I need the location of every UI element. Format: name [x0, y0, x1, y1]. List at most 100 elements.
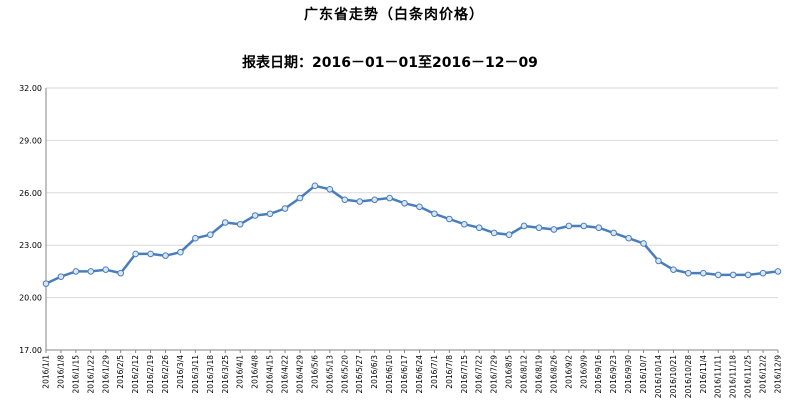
- data-point: [281, 205, 289, 212]
- chart-title: 广东省走势（白条肉价格）: [304, 6, 484, 23]
- data-point: [371, 196, 378, 204]
- data-point: [759, 269, 767, 277]
- data-point: [266, 210, 274, 218]
- data-point: [57, 273, 65, 280]
- x-tick-label: 2016/6/10: [385, 355, 394, 394]
- x-tick-label: 2016/10/7: [639, 355, 648, 394]
- data-point: [326, 186, 334, 193]
- x-tick-label: 2016/4/15: [266, 355, 275, 394]
- x-tick-label: 2016/8/19: [534, 355, 543, 394]
- x-tick-label: 2016/7/8: [445, 355, 454, 389]
- x-tick-label: 2016/10/28: [684, 355, 693, 398]
- x-tick-label: 2016/2/26: [161, 355, 170, 394]
- x-tick-label: 2016/9/23: [609, 355, 618, 394]
- data-point: [147, 250, 154, 258]
- data-point: [117, 269, 124, 277]
- data-point: [490, 229, 498, 237]
- data-point: [640, 240, 647, 247]
- axes: [45, 88, 779, 353]
- data-point: [356, 198, 364, 205]
- data-point: [625, 234, 632, 242]
- x-tick-label: 2016/7/15: [460, 355, 469, 394]
- data-point: [505, 231, 513, 239]
- x-tick-label: 2016/8/26: [549, 355, 558, 394]
- x-tick-label: 2016/1/1: [42, 355, 51, 389]
- x-tick-label: 2016/9/2: [564, 355, 573, 389]
- x-tick-label: 2016/11/4: [699, 355, 708, 394]
- data-point: [386, 194, 393, 202]
- y-tick-label: 32.00: [19, 84, 42, 93]
- data-point: [132, 250, 139, 258]
- x-tick-label: 2016/4/8: [251, 355, 260, 389]
- data-point: [685, 269, 692, 277]
- x-tick-label: 2016/7/29: [490, 355, 499, 394]
- data-point: [87, 268, 95, 275]
- gridlines: [46, 87, 778, 351]
- series-group: [42, 182, 782, 287]
- data-point: [565, 222, 573, 230]
- x-tick-label: 2016/12/9: [774, 355, 783, 394]
- data-point: [670, 266, 677, 273]
- x-tick-label: 2016/6/24: [415, 355, 424, 394]
- x-tick-label: 2016/5/6: [310, 355, 319, 389]
- x-tick-label: 2016/1/8: [56, 355, 65, 389]
- x-tick-label: 2016/11/11: [714, 355, 723, 398]
- data-point: [162, 252, 169, 259]
- data-point: [580, 222, 588, 230]
- data-point: [251, 212, 259, 219]
- x-tick-label: 2016/10/21: [669, 355, 678, 398]
- x-tick-labels: 2016/1/1 2016/1/8 2016/1/15 2016/1/22 2016/1…: [42, 355, 783, 398]
- chart-subtitle: 报表日期：2016－01－01至2016－12－09: [242, 54, 538, 71]
- x-tick-label: 2016/3/11: [191, 355, 200, 394]
- y-tick-label: 23.00: [19, 241, 42, 250]
- data-point: [177, 248, 184, 256]
- data-point: [207, 231, 214, 239]
- data-point: [520, 222, 528, 230]
- x-tick-label: 2016/7/1: [430, 355, 439, 389]
- x-tick-label: 2016/9/9: [579, 355, 588, 389]
- y-tick-label: 26.00: [19, 189, 42, 198]
- data-point: [535, 224, 543, 232]
- x-tick-label: 2016/4/1: [236, 355, 245, 389]
- data-point: [236, 220, 244, 228]
- x-tick-label: 2016/1/22: [86, 355, 95, 394]
- data-point: [729, 271, 737, 279]
- x-tick-label: 2016/9/30: [624, 355, 633, 394]
- data-point: [72, 268, 80, 275]
- x-tick-label: 2016/4/22: [281, 355, 290, 394]
- y-tick-label: 17.00: [19, 346, 42, 355]
- x-tick-label: 2016/1/15: [71, 355, 80, 394]
- x-tick-label: 2016/3/25: [221, 355, 230, 394]
- x-tick-label: 2016/10/14: [654, 355, 663, 398]
- data-point: [446, 215, 453, 223]
- data-point: [416, 203, 423, 211]
- x-tick-label: 2016/9/16: [594, 355, 603, 394]
- data-point: [774, 268, 782, 275]
- data-point: [221, 219, 229, 226]
- x-tick-label: 2016/8/12: [520, 355, 529, 394]
- y-tick-labels: 32.00 29.00 26.00 23.00 20.00 17.00: [19, 84, 42, 355]
- x-tick-label: 2016/2/12: [131, 355, 140, 394]
- data-point: [550, 226, 558, 233]
- x-tick-label: 2016/5/20: [340, 355, 349, 394]
- data-point: [460, 220, 468, 228]
- data-point: [744, 271, 752, 279]
- data-point: [42, 280, 50, 287]
- data-point: [700, 269, 707, 277]
- y-tick-label: 29.00: [19, 136, 42, 145]
- x-tick-label: 2016/11/18: [729, 355, 738, 398]
- data-point: [102, 266, 110, 273]
- data-point: [595, 224, 603, 232]
- x-tick-label: 2016/11/25: [744, 355, 753, 398]
- x-tick-label: 2016/3/4: [176, 355, 185, 389]
- x-tick-label: 2016/5/27: [355, 355, 364, 394]
- data-point: [192, 234, 199, 242]
- data-point: [341, 196, 349, 204]
- data-point: [610, 229, 617, 237]
- data-point: [401, 199, 408, 207]
- data-point: [655, 257, 662, 265]
- y-tick-label: 20.00: [19, 294, 42, 303]
- data-point: [714, 271, 722, 279]
